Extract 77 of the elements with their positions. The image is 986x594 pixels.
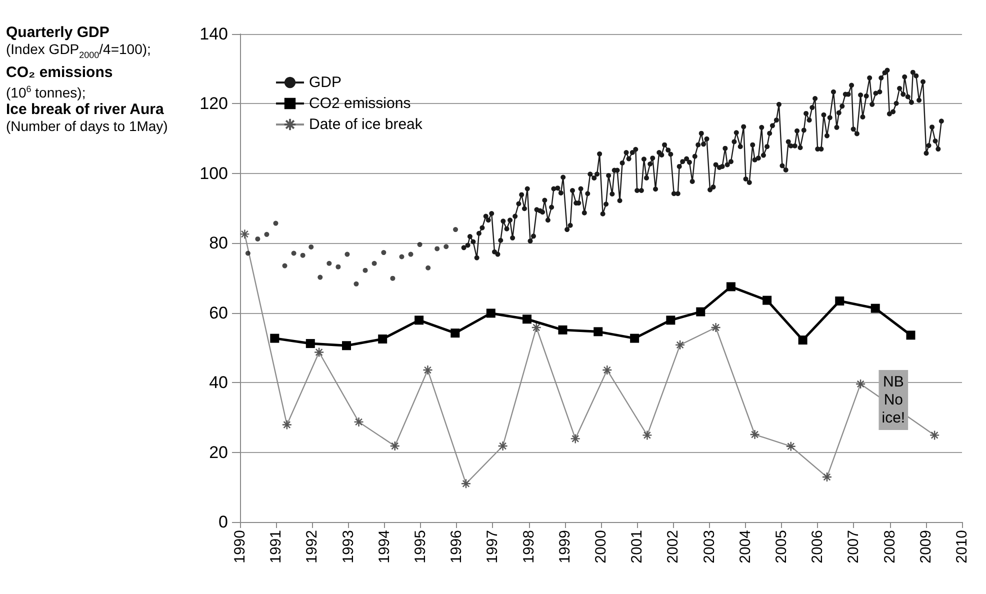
point xyxy=(426,265,431,270)
point xyxy=(870,304,880,313)
point xyxy=(282,263,288,268)
legend-label: CO2 emissions xyxy=(309,95,411,112)
point xyxy=(453,227,458,232)
y-tick-label: 0 xyxy=(218,512,228,532)
point xyxy=(390,276,396,281)
point xyxy=(434,246,440,252)
legend-label: Date of ice break xyxy=(309,116,423,133)
legend-label: GDP xyxy=(309,74,342,91)
x-tick-label: 2000 xyxy=(592,530,610,564)
y-tick-label: 140 xyxy=(200,24,228,44)
point xyxy=(273,220,278,226)
point xyxy=(486,308,496,318)
x-tick-label: 1996 xyxy=(448,530,466,564)
x-tick-label: 2004 xyxy=(736,530,754,564)
x-tick-label: 1992 xyxy=(304,530,321,564)
x-tick-label: 1998 xyxy=(520,530,538,564)
point xyxy=(306,339,315,348)
point xyxy=(450,328,460,338)
point xyxy=(726,282,736,292)
point xyxy=(522,314,532,324)
point xyxy=(300,252,306,258)
point xyxy=(381,250,386,256)
point xyxy=(362,268,368,273)
annotation: NB No ice! xyxy=(882,374,906,426)
point xyxy=(558,325,568,334)
x-tick-label: 2005 xyxy=(773,530,790,564)
point xyxy=(906,330,916,340)
point xyxy=(318,274,323,280)
x-tick-label: 2002 xyxy=(664,530,682,564)
text: Quarterly GDP (Index GDP$_{2000}$/4=100); CO₂ emissions (10$^{6}$ tonnes); Ice break of river Aura (Number of days to 1May) xyxy=(6,24,168,134)
point xyxy=(255,236,260,242)
point xyxy=(408,252,414,257)
x-tick-label: 1999 xyxy=(556,530,574,564)
y-tick-label: 20 xyxy=(209,442,228,462)
y-tick-label: 60 xyxy=(209,303,228,322)
x-tick-label: 1994 xyxy=(376,530,393,564)
point xyxy=(270,334,280,343)
y-tick-label: 80 xyxy=(209,234,228,253)
x-tick-label: 1993 xyxy=(340,530,357,564)
point xyxy=(762,296,772,305)
point xyxy=(835,296,844,306)
point xyxy=(594,327,603,336)
y-tick-label: 120 xyxy=(200,94,228,114)
point xyxy=(264,232,270,237)
point xyxy=(798,336,808,345)
point xyxy=(245,250,250,256)
point xyxy=(336,264,341,270)
x-tick-label: 1995 xyxy=(412,530,429,564)
x-tick-label: 2001 xyxy=(628,530,646,564)
point xyxy=(378,334,388,344)
x-tick-label: 1991 xyxy=(268,530,285,564)
x-tick-label: 1990 xyxy=(232,530,248,564)
point xyxy=(291,250,296,256)
x-tick-label: 2003 xyxy=(700,530,718,564)
point xyxy=(414,316,424,325)
x-tick-label: 1997 xyxy=(484,530,502,564)
x-tick-label: 2007 xyxy=(845,530,862,564)
point xyxy=(326,260,332,266)
point xyxy=(342,341,351,350)
y-tick-label: 100 xyxy=(200,164,228,183)
point xyxy=(417,242,422,248)
point xyxy=(630,334,640,343)
point xyxy=(399,254,404,260)
x-tick-label: 2008 xyxy=(881,530,898,564)
point xyxy=(444,244,449,250)
point xyxy=(696,307,706,316)
x-tick-label: 2009 xyxy=(917,530,934,564)
x-tick-label: 2006 xyxy=(809,530,826,564)
point xyxy=(372,260,377,266)
point xyxy=(308,244,314,250)
y-tick-label: 40 xyxy=(209,373,228,392)
x-tick-label: 2010 xyxy=(954,530,970,564)
point xyxy=(354,281,359,286)
point xyxy=(344,252,350,257)
point xyxy=(666,316,676,325)
